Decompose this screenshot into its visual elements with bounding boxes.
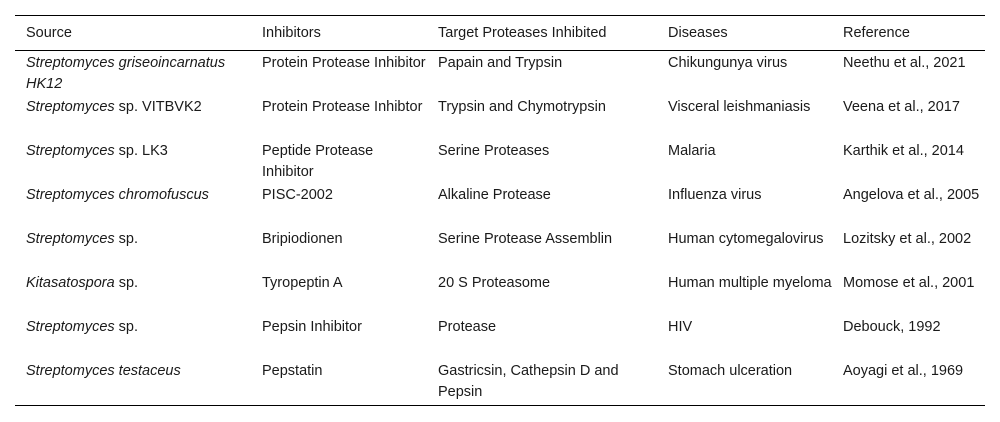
source-strain: sp. VITBVK2 (114, 99, 202, 115)
inhibitor-cell: Protein Protease Inhibtor (262, 99, 423, 115)
source-cell: Streptomyces chromofuscus (15, 185, 251, 229)
header-source: Source (26, 25, 72, 41)
source-strain: sp. (114, 319, 139, 335)
protease-inhibitor-table: Source Inhibitors Target Proteases Inhib… (15, 15, 985, 406)
header-inhibitors: Inhibitors (262, 25, 321, 41)
table-body: Streptomyces griseoincarnatus HK12 Prote… (15, 51, 985, 406)
source-cell: Streptomyces griseoincarnatus HK12 (15, 51, 251, 98)
reference-cell: Neethu et al., 2021 (843, 55, 966, 71)
header-diseases: Diseases (668, 25, 728, 41)
disease-cell: Visceral leishmaniasis (668, 99, 811, 115)
table-row: Streptomyces sp. VITBVK2 Protein Proteas… (15, 97, 985, 141)
reference-cell: Veena et al., 2017 (843, 99, 960, 115)
inhibitor-cell: Bripiodionen (262, 231, 343, 247)
inhibitor-cell: Peptide Protease Inhibitor (262, 143, 374, 180)
disease-cell: HIV (668, 319, 693, 335)
target-cell: Serine Protease Assemblin (438, 231, 613, 247)
header-target-proteases: Target Proteases Inhibited (438, 25, 607, 41)
target-cell: 20 S Proteasome (438, 275, 551, 291)
table-row: Kitasatospora sp. Tyropeptin A 20 S Prot… (15, 273, 985, 317)
disease-cell: Malaria (668, 143, 716, 159)
reference-cell: Angelova et al., 2005 (843, 187, 980, 203)
source-strain: sp. (114, 231, 139, 247)
source-genus: Streptomyces chromofuscus (26, 187, 209, 203)
inhibitor-cell: Pepstatin (262, 363, 323, 379)
disease-cell: Stomach ulceration (668, 363, 793, 379)
source-cell: Kitasatospora sp. (15, 273, 251, 317)
table-row: Streptomyces sp. Bripiodionen Serine Pro… (15, 229, 985, 273)
reference-cell: Karthik et al., 2014 (843, 143, 964, 159)
disease-cell: Chikungunya virus (668, 55, 788, 71)
table-row: Streptomyces sp. Pepsin Inhibitor Protea… (15, 317, 985, 361)
table-row: Streptomyces sp. LK3 Peptide Protease In… (15, 141, 985, 185)
source-genus: Streptomyces griseoincarnatus HK12 (26, 55, 226, 92)
inhibitor-cell: Tyropeptin A (262, 275, 343, 291)
source-genus: Streptomyces (26, 143, 115, 159)
table-header: Source Inhibitors Target Proteases Inhib… (15, 15, 985, 51)
inhibitor-cell: Pepsin Inhibitor (262, 319, 362, 335)
target-cell: Alkaline Protease (438, 187, 551, 203)
target-cell: Trypsin and Chymotrypsin (438, 99, 606, 115)
source-cell: Streptomyces testaceus (15, 361, 251, 406)
header-row: Source Inhibitors Target Proteases Inhib… (15, 15, 985, 51)
source-cell: Streptomyces sp. VITBVK2 (15, 97, 251, 141)
reference-cell: Lozitsky et al., 2002 (843, 231, 972, 247)
source-strain: sp. (114, 275, 139, 291)
target-cell: Protease (438, 319, 497, 335)
disease-cell: Human cytomegalovirus (668, 231, 824, 247)
protease-inhibitor-table-container: Source Inhibitors Target Proteases Inhib… (15, 15, 985, 406)
reference-cell: Momose et al., 2001 (843, 275, 975, 291)
source-genus: Streptomyces (26, 231, 115, 247)
table-row: Streptomyces testaceus Pepstatin Gastric… (15, 361, 985, 406)
target-cell: Papain and Trypsin (438, 55, 563, 71)
source-genus: Streptomyces (26, 99, 115, 115)
reference-cell: Aoyagi et al., 1969 (843, 363, 964, 379)
target-cell: Serine Proteases (438, 143, 550, 159)
source-genus: Kitasatospora (26, 275, 115, 291)
source-strain: sp. LK3 (114, 143, 168, 159)
disease-cell: Influenza virus (668, 187, 762, 203)
table-row: Streptomyces griseoincarnatus HK12 Prote… (15, 51, 985, 98)
source-genus: Streptomyces (26, 319, 115, 335)
table-row: Streptomyces chromofuscus PISC-2002 Alka… (15, 185, 985, 229)
header-reference: Reference (843, 25, 910, 41)
target-cell: Gastricsin, Cathepsin D and Pepsin (438, 363, 619, 400)
source-cell: Streptomyces sp. LK3 (15, 141, 251, 185)
inhibitor-cell: Protein Protease Inhibitor (262, 55, 426, 71)
source-cell: Streptomyces sp. (15, 317, 251, 361)
source-genus: Streptomyces testaceus (26, 363, 181, 379)
source-cell: Streptomyces sp. (15, 229, 251, 273)
inhibitor-cell: PISC-2002 (262, 187, 333, 203)
disease-cell: Human multiple myeloma (668, 275, 832, 291)
reference-cell: Debouck, 1992 (843, 319, 941, 335)
